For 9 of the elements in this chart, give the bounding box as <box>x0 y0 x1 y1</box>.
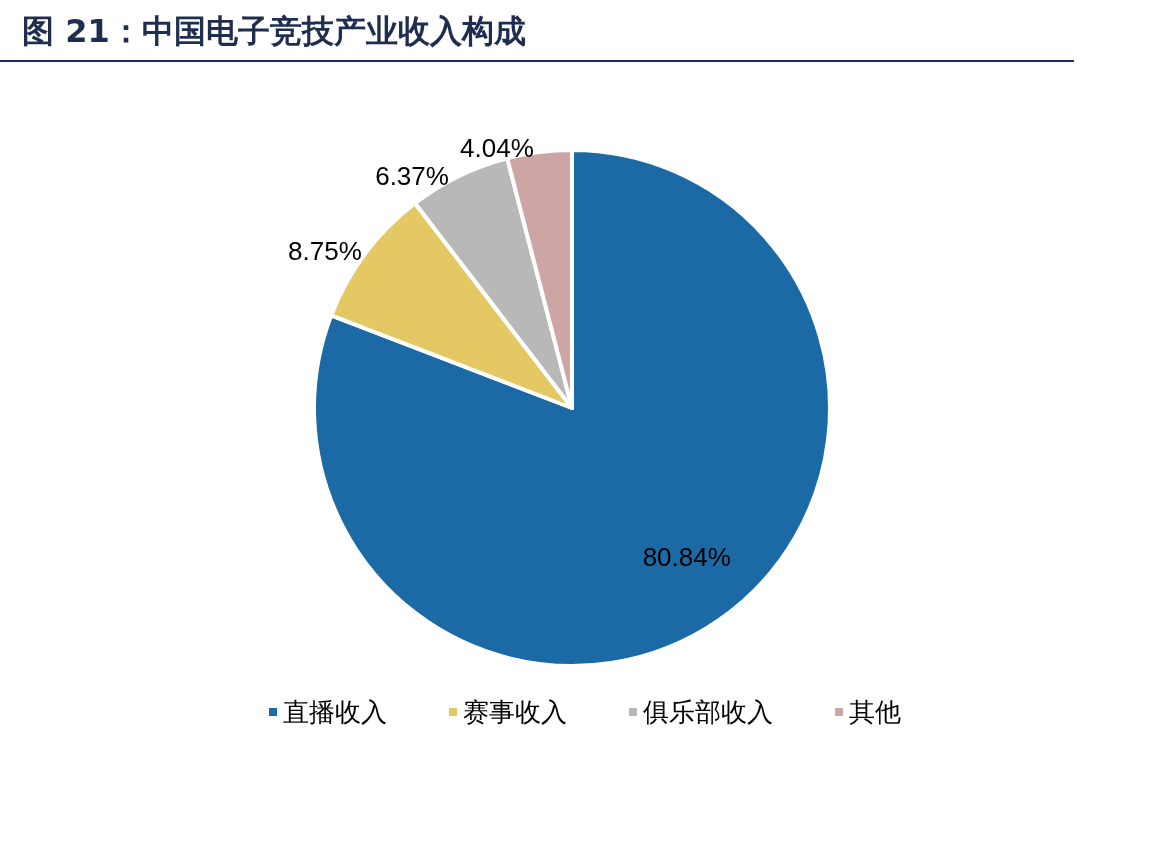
data-label: 6.37% <box>375 161 449 192</box>
data-label: 80.84% <box>642 541 731 572</box>
chart-title: 图 21：中国电子竞技产业收入构成 <box>22 11 526 52</box>
legend-label: 赛事收入 <box>463 697 567 727</box>
legend-label: 直播收入 <box>283 697 387 727</box>
data-label: 8.75% <box>288 236 362 267</box>
legend-label: 俱乐部收入 <box>643 697 773 727</box>
data-label: 4.04% <box>460 133 534 164</box>
legend-label: 其他 <box>849 697 901 727</box>
